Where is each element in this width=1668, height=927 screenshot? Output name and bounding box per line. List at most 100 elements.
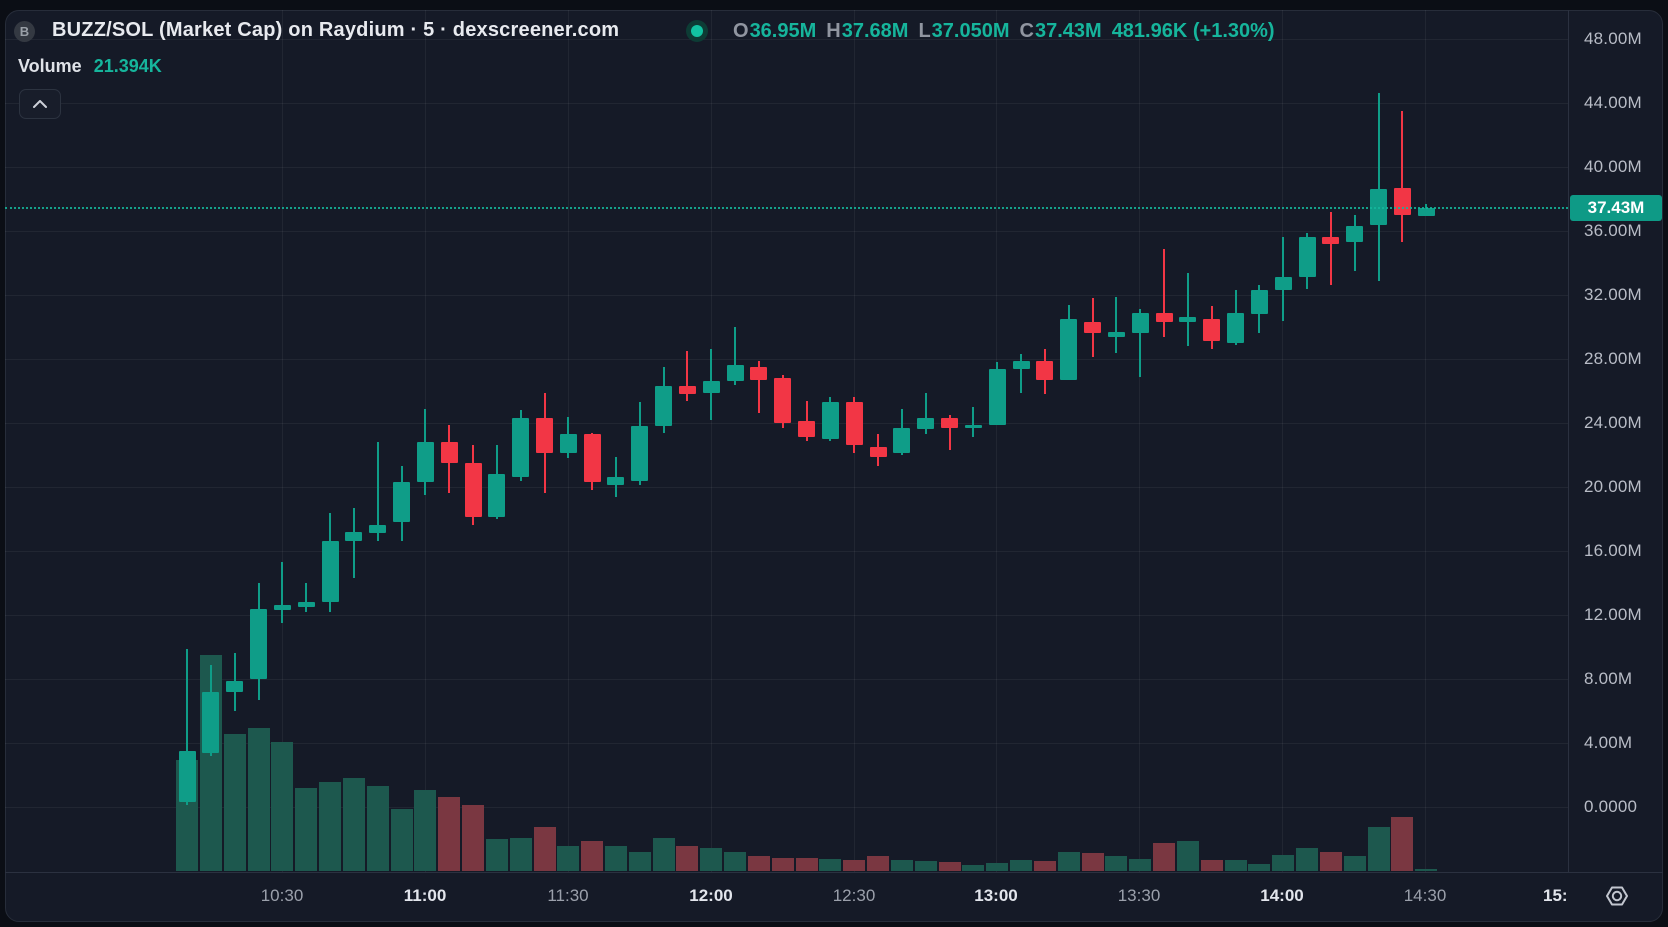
candle-body <box>488 474 506 518</box>
candle-body <box>964 424 982 428</box>
candle-wick <box>734 327 737 385</box>
candle-body <box>774 378 792 423</box>
candle-body <box>1417 208 1435 216</box>
candle-body <box>250 608 267 679</box>
volume-bar <box>462 805 484 871</box>
time-axis-label: 13:30 <box>1117 886 1161 905</box>
price-axis-label: 32.00M <box>1584 285 1642 304</box>
volume-bar <box>867 856 890 871</box>
candle-body <box>178 751 196 803</box>
price-axis-label: 40.00M <box>1584 157 1642 176</box>
volume-readout: Volume 21.394K <box>18 56 162 77</box>
token-badge: B <box>14 21 35 42</box>
gridline <box>5 167 1568 168</box>
timezone-settings-button[interactable] <box>1603 882 1631 910</box>
candle-wick <box>1401 111 1404 243</box>
candle-body <box>631 426 649 481</box>
candle-body <box>893 427 911 454</box>
volume-bar <box>1105 856 1128 871</box>
candle-body <box>1155 312 1173 323</box>
candle-body <box>559 434 577 454</box>
candle-body <box>1250 290 1268 315</box>
candle-body <box>393 482 410 523</box>
candle-body <box>1393 187 1411 215</box>
candle-wick <box>757 360 760 414</box>
volume-bar <box>1057 852 1080 871</box>
volume-bar <box>390 809 413 871</box>
candle-body <box>440 442 458 463</box>
volume-bar <box>676 846 699 871</box>
ohlc-readout: O36.95M H37.68M L37.050M C37.43M 481.96K (+1… <box>733 20 1275 43</box>
gridline <box>5 359 1568 360</box>
ohlc-item: C37.43M <box>1019 20 1102 42</box>
candle-wick <box>1353 215 1356 271</box>
ohlc-item: O36.95M <box>733 20 817 42</box>
candle-body <box>726 365 744 382</box>
volume-bar <box>533 827 556 871</box>
price-axis-label: 28.00M <box>1584 349 1642 368</box>
candle-body <box>1346 226 1364 243</box>
candle-body <box>821 402 839 439</box>
volume-bar <box>342 778 365 871</box>
volume-bar <box>1176 841 1199 871</box>
gridline <box>1282 10 1283 872</box>
ohlc-item: H37.68M <box>826 20 909 42</box>
volume-bar <box>771 858 794 871</box>
volume-bar <box>843 860 866 871</box>
candle-wick <box>948 415 951 451</box>
volume-bar <box>1153 843 1175 871</box>
candle-body <box>512 418 530 478</box>
candle-wick <box>972 407 975 438</box>
volume-bar <box>986 863 1009 871</box>
volume-bar <box>819 859 842 871</box>
volume-bar <box>1224 860 1247 871</box>
volume-bar <box>366 786 389 871</box>
gridline <box>5 807 1568 808</box>
chevron-up-icon <box>33 100 47 108</box>
candle-body <box>1370 189 1387 225</box>
price-axis-label: 44.00M <box>1584 93 1642 112</box>
candle-wick <box>281 562 284 623</box>
volume-bar <box>1010 860 1032 871</box>
ohlc-item: L37.050M <box>918 20 1010 42</box>
collapse-legend-button[interactable] <box>19 89 61 119</box>
candle-body <box>345 531 363 542</box>
live-indicator-icon <box>686 20 708 42</box>
candle-wick <box>352 507 355 579</box>
volume-bar <box>1129 859 1152 871</box>
volume-bar <box>795 858 818 871</box>
candle-wick <box>805 400 808 441</box>
candle-body <box>798 421 816 438</box>
time-axis-label: 11:30 <box>547 886 589 905</box>
candle-body <box>583 434 601 483</box>
candle-wick <box>1139 309 1142 377</box>
time-axis-label: 11:00 <box>403 886 447 905</box>
candle-body <box>273 605 291 611</box>
gridline <box>5 39 1568 40</box>
chart-title[interactable]: BUZZ/SOL (Market Cap) on Raydium · 5 · d… <box>52 19 620 41</box>
candle-body <box>1298 237 1316 278</box>
volume-bar <box>938 862 961 871</box>
price-axis-label: 48.00M <box>1584 29 1642 48</box>
candle-body <box>1274 277 1292 291</box>
candle-body <box>750 367 768 380</box>
candle-body <box>536 418 553 454</box>
volume-bar <box>509 838 532 871</box>
gear-icon <box>1606 886 1628 906</box>
gridline <box>5 743 1568 744</box>
gridline <box>1425 10 1426 872</box>
volume-bar <box>223 734 246 871</box>
candle-wick <box>1329 211 1332 286</box>
volume-bar <box>1272 855 1295 871</box>
price-axis-label: 24.00M <box>1584 413 1642 432</box>
gridline <box>5 679 1568 680</box>
candle-body <box>1227 312 1244 343</box>
candle-body <box>202 691 220 753</box>
gridline <box>996 10 997 872</box>
candle-body <box>226 680 244 692</box>
last-price-tag: 37.43M <box>1570 195 1662 221</box>
volume-bar <box>628 852 651 871</box>
gridline <box>711 10 712 872</box>
volume-bar <box>724 852 747 871</box>
